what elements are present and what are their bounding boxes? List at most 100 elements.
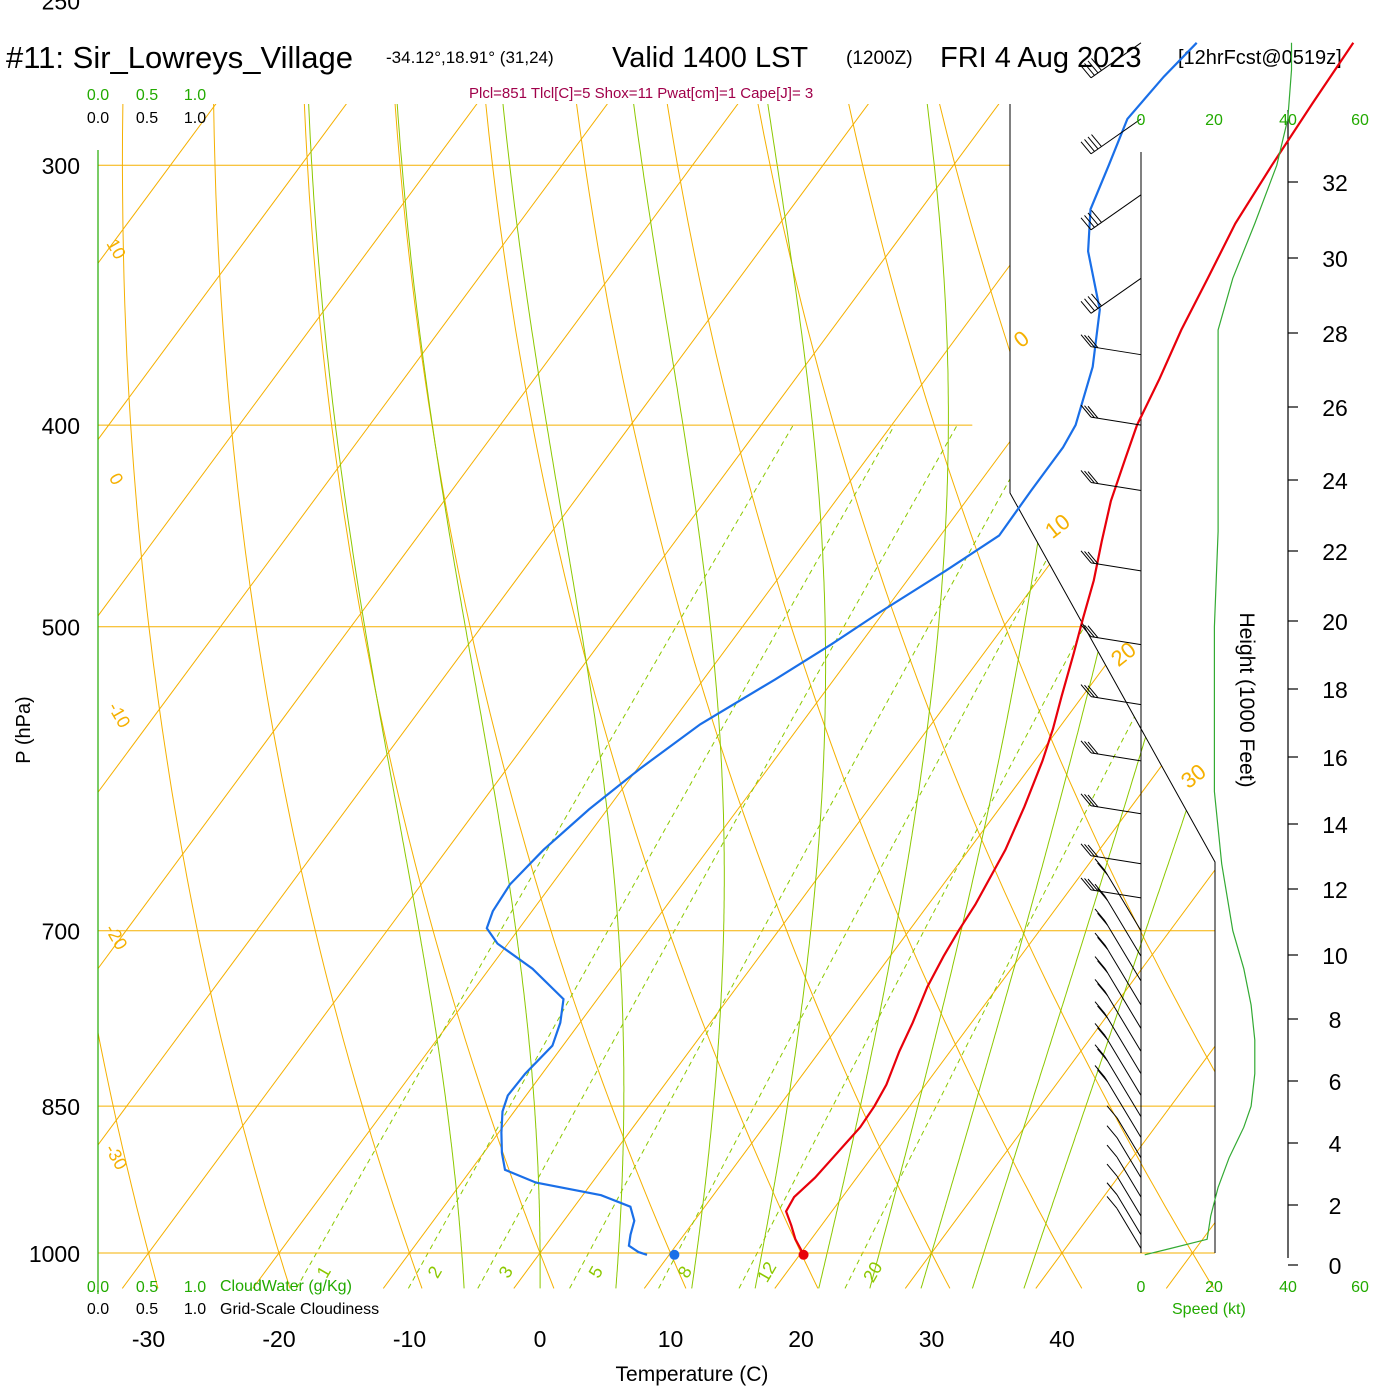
temperature-tick-label: -10 [393,1326,426,1352]
cloudiness-tick-top: 1.0 [184,110,206,127]
height-tick-label: 8 [1329,1007,1342,1033]
wind-barb-flag [1080,843,1092,857]
wind-barb-flag [1084,551,1095,564]
dry-adiabat-label: -20 [101,921,131,954]
pressure-tick-label: 250 [42,0,80,14]
forecast-date: FRI 4 Aug 2023 [940,42,1142,74]
isotherm-label: 10 [1040,509,1075,544]
wind-barb-flag [1097,912,1108,926]
wind-barb-staff [1104,968,1142,1029]
isotherm-line [98,104,190,1289]
plot-frame [97,104,1289,1294]
wind-barb-flag [1106,1196,1118,1209]
dry-adiabat-line [121,104,291,1289]
height-tick-label: 24 [1322,468,1348,494]
isotherm-line [1035,104,1215,1289]
isotherm-line [1297,0,1400,1288]
wind-barb-flag [1106,1144,1118,1158]
wind-barb-staff [1104,1013,1142,1074]
isotherm-line [98,104,451,1289]
isotherm-line [121,104,1104,1289]
height-tick-label: 10 [1322,943,1348,969]
dry-adiabat-line [820,104,1215,1289]
wind-barb-flag [1084,215,1095,228]
station-coords: -34.12°,18.91° (31,24) [386,48,554,67]
dry-adiabat-label: -10 [104,699,134,732]
wind-barb-flag [1087,60,1099,74]
mixing-ratio-label: 5 [585,1263,607,1282]
wind-barb-flag [1084,684,1095,698]
sounding-indices: Plcl=851 Tlcl[C]=5 Shox=11 Pwat[cm]=1 Ca… [469,85,813,102]
speed-axis-label: Speed (kt) [1172,1301,1246,1318]
wind-barb-staff [1090,889,1142,899]
temperature-tick-label: 40 [1049,1326,1075,1352]
isotherm-line [98,104,973,1289]
background-lines [98,0,1400,1289]
temperature-tick-label: 20 [788,1326,814,1352]
dry-adiabat-line [98,104,159,1289]
cloudwater-label: CloudWater (g/Kg) [220,1278,352,1295]
dry-adiabat-line [386,104,687,1289]
height-tick-label: 30 [1322,246,1348,272]
height-tick-label: 26 [1322,395,1348,421]
wind-barb-staff [1090,416,1142,426]
wind-barb-flag [1084,405,1095,419]
wind-barb-flag [1080,793,1092,807]
wind-barb-flag [1080,470,1092,483]
station-title: #11: Sir_Lowreys_Village [6,40,353,75]
cloudiness-tick-top: 0.0 [87,110,109,127]
wind-barb-flag [1094,932,1106,946]
wind-barb-flag [1084,741,1095,754]
wind-barb-flag [1097,1027,1108,1040]
wind-barb-flag [1106,1163,1118,1177]
height-tick-label: 14 [1322,812,1348,838]
isotherm-label: 30 [1176,759,1211,794]
moist-adiabat-line [920,104,1208,1289]
speed-tick-top: 60 [1351,112,1369,129]
utc-time: (1200Z) [846,48,913,69]
wind-barb-flag [1091,293,1102,307]
speed-tick-top: 20 [1205,112,1223,129]
speed-tick-bottom: 20 [1205,1279,1223,1296]
moist-adiabat-line [616,104,725,1289]
height-tick-label: 4 [1329,1131,1342,1157]
height-tick-label: 2 [1329,1193,1342,1219]
cloudwater-tick-top: 0.5 [136,87,158,104]
isotherm-line [98,104,582,1289]
speed-tick-top: 0 [1137,112,1146,129]
height-speed-panel: 3230282624222018161412108642000202040406… [1137,42,1369,1296]
mixing-ratio-label: 2 [424,1263,446,1282]
wind-barb-staff [1090,481,1142,491]
surface-dewpoint-dot [669,1249,680,1260]
wind-barb-flag [1084,298,1095,312]
wind-barb-staff [1090,696,1142,706]
isotherm-line [98,104,321,1289]
wind-barb-flag [1080,740,1092,754]
mixing-ratio-line [569,424,1041,1289]
dry-adiabat-label: 10 [103,235,130,262]
speed-tick-bottom: 60 [1351,1279,1369,1296]
wind-barb-flag [1091,134,1102,147]
wind-barb-flag [1087,136,1099,150]
surface-temperature-dot [798,1249,809,1260]
isotherm-line [774,104,1215,1289]
cloudwater-tick-top: 0.0 [87,87,109,104]
dry-adiabat-line [734,104,1215,1289]
wind-barb-staff [1116,1137,1142,1178]
height-tick-label: 12 [1322,877,1348,903]
wind-barb-flag [1091,58,1102,71]
wind-barb-staff [1116,1156,1142,1198]
mixing-ratio-line [658,424,1121,1289]
isotherm-line [98,104,712,1289]
dry-adiabat-line [1168,104,1215,1289]
wind-barb-staff [1104,895,1142,957]
pressure-tick-label: 700 [42,919,80,945]
height-axis-label: Height (1000 Feet) [1235,612,1258,787]
pressure-tick-label: 1000 [29,1241,80,1267]
wind-barbs [1080,42,1142,1249]
speed-tick-top: 40 [1279,112,1297,129]
wind-barb-flag [1080,217,1092,231]
wind-barb-flag [1084,624,1095,638]
